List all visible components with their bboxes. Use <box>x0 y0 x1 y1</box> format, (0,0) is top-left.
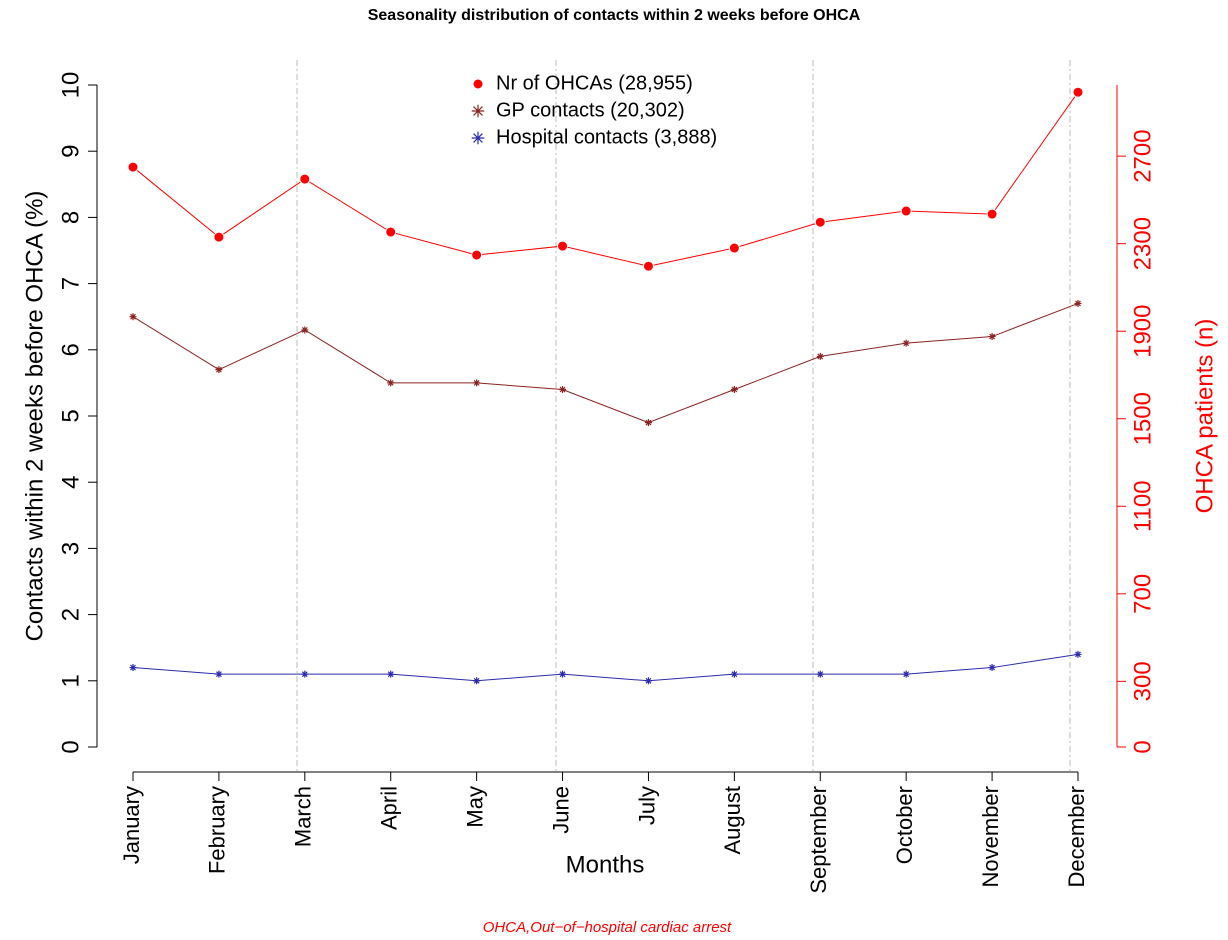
data-point <box>644 419 652 427</box>
data-point <box>557 240 569 252</box>
data-point <box>215 670 223 678</box>
y2-tick-label: 1500 <box>1129 392 1156 445</box>
y2-tick-label: 300 <box>1129 661 1156 701</box>
season-lines <box>296 60 1071 772</box>
x-tick-label: July <box>634 786 659 825</box>
x-tick-label: April <box>377 786 402 830</box>
y-tick-label: 1 <box>57 674 84 687</box>
data-point <box>127 161 139 173</box>
data-point <box>986 208 998 220</box>
data-point <box>471 249 483 261</box>
data-point <box>988 333 996 341</box>
legend-label: Hospital contacts (3,888) <box>496 126 717 148</box>
x-tick-label: June <box>548 786 573 834</box>
y-tick-label: 3 <box>57 542 84 555</box>
y2-tick-label: 0 <box>1129 740 1156 753</box>
legend-label: Nr of OHCAs (28,955) <box>496 72 693 94</box>
series-line <box>132 302 1079 424</box>
data-point <box>129 313 137 321</box>
data-point <box>814 216 826 228</box>
y2-tick-label: 1100 <box>1129 480 1156 532</box>
data-point <box>301 670 309 678</box>
x-tick-label: December <box>1064 786 1089 887</box>
legend-label: GP contacts (20,302) <box>496 99 685 121</box>
data-point <box>730 670 738 678</box>
x-axis-label: Months <box>566 851 645 878</box>
data-point <box>728 242 740 254</box>
data-point <box>902 339 910 347</box>
data-point <box>730 386 738 394</box>
series-line <box>132 91 1079 267</box>
x-tick-label: November <box>978 786 1003 887</box>
y-tick-label: 0 <box>57 740 84 753</box>
x-tick-label: March <box>291 786 316 847</box>
y2-tick-label: 2300 <box>1129 217 1156 270</box>
data-point <box>387 379 395 387</box>
y2-tick-label: 700 <box>1129 574 1156 614</box>
legend-marker <box>471 131 485 145</box>
y-tick-label: 2 <box>57 608 84 621</box>
x-tick-label: October <box>892 786 917 864</box>
data-point <box>816 352 824 360</box>
footnote: OHCA,Out−of−hospital cardiac arrest <box>483 919 732 936</box>
data-point <box>473 379 481 387</box>
data-point <box>387 670 395 678</box>
legend-marker <box>472 78 484 90</box>
data-point <box>213 231 225 243</box>
data-point <box>902 670 910 678</box>
series-line <box>132 653 1079 682</box>
data-point <box>1074 650 1082 658</box>
data-point <box>642 260 654 272</box>
data-point <box>299 173 311 185</box>
data-point <box>473 677 481 685</box>
y-tick-label: 9 <box>57 145 84 158</box>
y2-tick-label: 2700 <box>1129 129 1156 182</box>
y-tick-label: 4 <box>57 476 84 489</box>
y2-tick-label: 1900 <box>1129 305 1156 358</box>
y-tick-label: 7 <box>57 277 84 290</box>
data-point <box>215 366 223 374</box>
x-tick-label: August <box>720 786 745 855</box>
data-point <box>644 677 652 685</box>
data-point <box>559 386 567 394</box>
y-tick-label: 6 <box>57 343 84 356</box>
data-point <box>1074 299 1082 307</box>
x-tick-label: February <box>205 786 230 874</box>
legend-marker <box>471 104 485 118</box>
data-point <box>301 326 309 334</box>
data-point <box>1072 86 1084 98</box>
y-tick-label: 10 <box>57 72 84 99</box>
y-axis-label: Contacts within 2 weeks before OHCA (%) <box>21 191 48 642</box>
x-tick-label: January <box>119 786 144 864</box>
data-point <box>816 670 824 678</box>
x-tick-label: September <box>806 786 831 894</box>
x-tick-label: May <box>462 786 487 828</box>
y-tick-label: 8 <box>57 211 84 224</box>
data-point <box>900 205 912 217</box>
y2-axis-label: OHCA patients (n) <box>1191 319 1218 514</box>
data-point <box>385 226 397 238</box>
data-point <box>988 664 996 672</box>
chart-title: Seasonality distribution of contacts wit… <box>368 7 861 24</box>
y-tick-label: 5 <box>57 409 84 422</box>
data-point <box>559 670 567 678</box>
data-point <box>129 664 137 672</box>
